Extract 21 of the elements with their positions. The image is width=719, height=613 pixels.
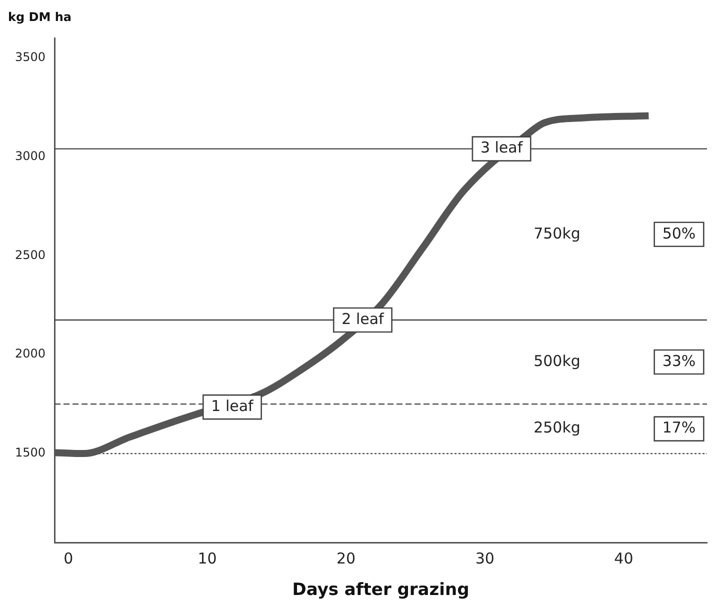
y-tick-label: 2500 <box>14 248 46 262</box>
y-tick-label: 3000 <box>14 148 46 163</box>
x-axis-title: Days after grazing <box>292 580 470 600</box>
x-tick-label: 40 <box>614 549 634 568</box>
y-tick-label: 1500 <box>14 446 46 460</box>
annotation: 50% <box>662 224 696 242</box>
annotation: 250kg <box>534 418 580 437</box>
annotation: 1 leaf <box>211 396 254 415</box>
annotation: 750kg <box>534 224 580 242</box>
x-tick-label: 10 <box>198 549 217 568</box>
x-tick-label: 0 <box>64 549 74 568</box>
x-tick-label: 30 <box>475 549 494 568</box>
y-axis-title: kg DM ha <box>8 10 72 24</box>
x-tick-label: 20 <box>336 549 356 568</box>
y-tick-label: 2000 <box>14 346 46 361</box>
annotation: 500kg <box>534 352 580 370</box>
annotation: 33% <box>662 352 696 370</box>
annotation: 17% <box>662 418 696 437</box>
annotation: 3 leaf <box>480 138 524 157</box>
y-tick-label: 3500 <box>14 50 46 64</box>
annotation: 2 leaf <box>342 310 385 328</box>
